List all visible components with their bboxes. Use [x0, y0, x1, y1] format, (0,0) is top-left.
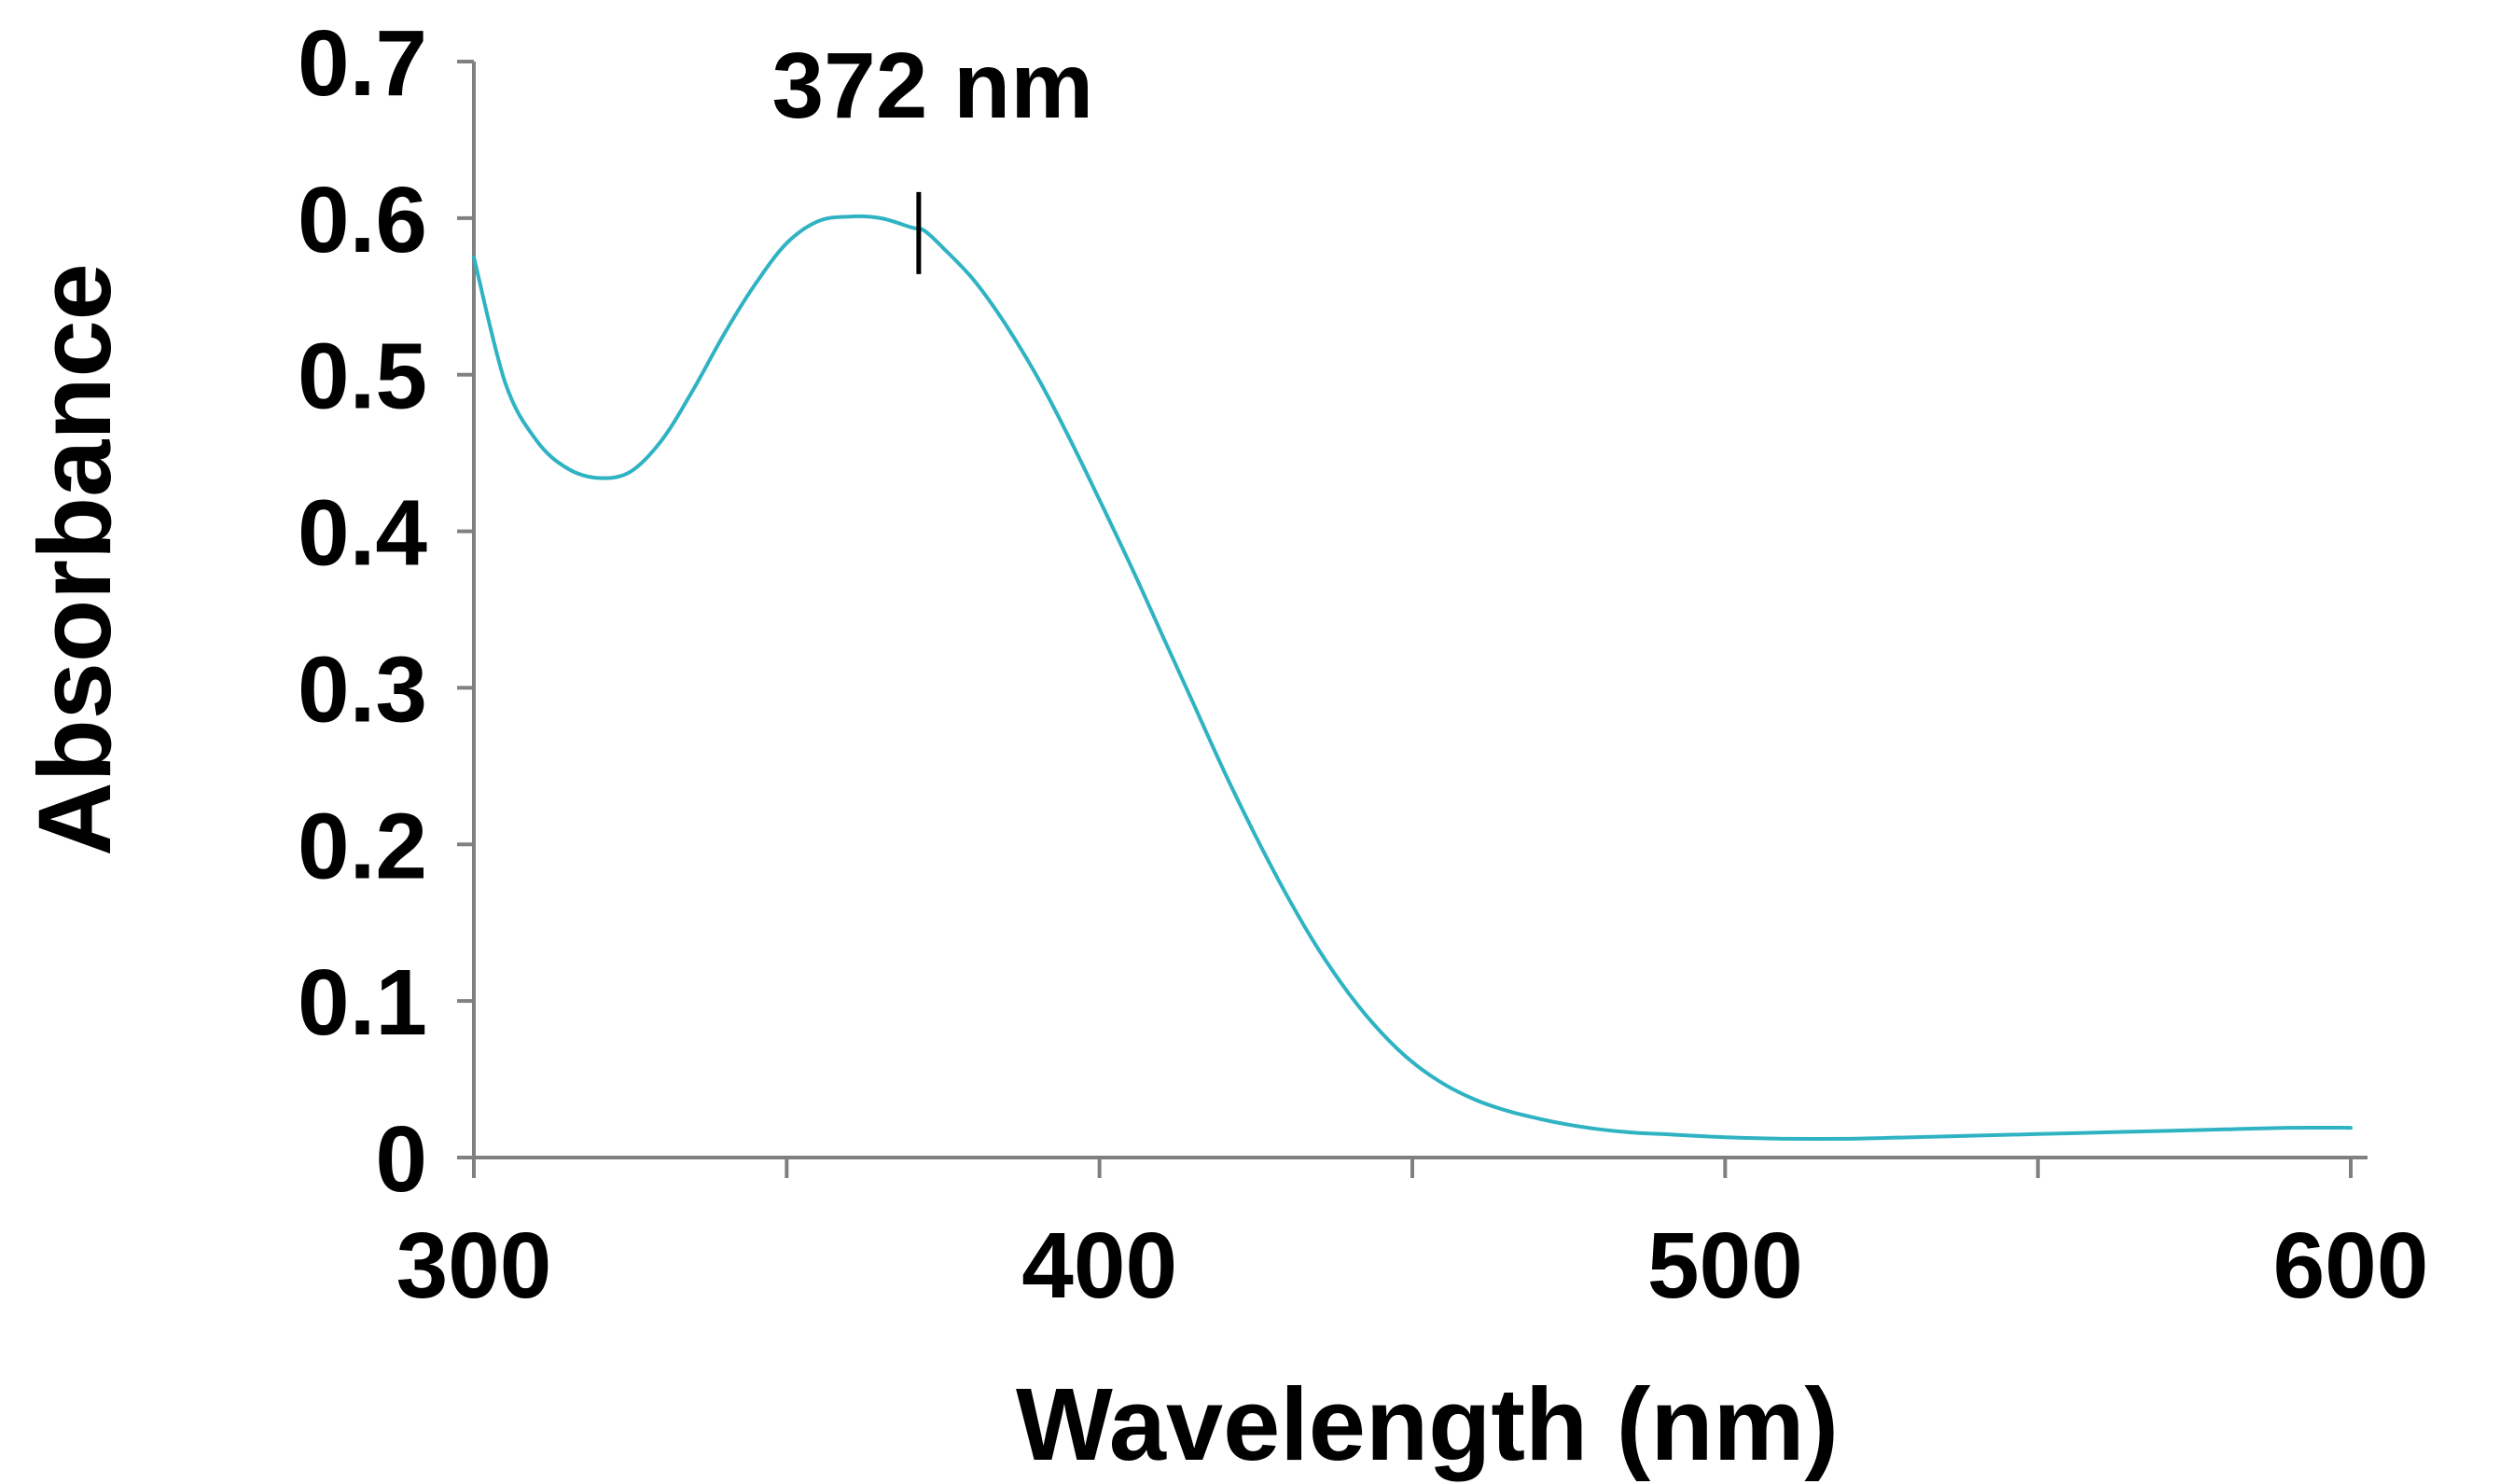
y-tick-label: 0: [375, 1107, 427, 1212]
y-tick-label: 0.2: [298, 794, 427, 898]
peak-annotation-label: 372 nm: [772, 34, 1094, 138]
absorbance-series-line: [472, 214, 2353, 1142]
x-tick-label: 600: [2273, 1214, 2429, 1318]
series-layer: [472, 214, 2353, 1142]
axes: [472, 62, 2368, 1159]
x-tick-label: 500: [1647, 1214, 1803, 1318]
y-tick-label: 0.7: [298, 11, 427, 116]
y-axis-title: Absorbance: [18, 263, 132, 856]
x-tick-label: 300: [396, 1214, 552, 1318]
x-tick-label: 400: [1021, 1214, 1177, 1318]
x-axis-title: Wavelength (nm): [1016, 1367, 1839, 1482]
y-tick-label: 0.5: [298, 325, 427, 429]
annotation-layer: 372 nm: [772, 34, 1094, 274]
y-axis-ticks: 0 0.1 0.2 0.3 0.4 0.5 0.6 0.7: [298, 11, 474, 1212]
y-tick-label: 0.4: [298, 481, 427, 586]
y-tick-label: 0.1: [298, 950, 427, 1055]
y-tick-label: 0.6: [298, 168, 427, 272]
y-tick-label: 0.3: [298, 637, 427, 742]
x-axis-ticks: 300 400 500 600: [396, 1158, 2429, 1318]
